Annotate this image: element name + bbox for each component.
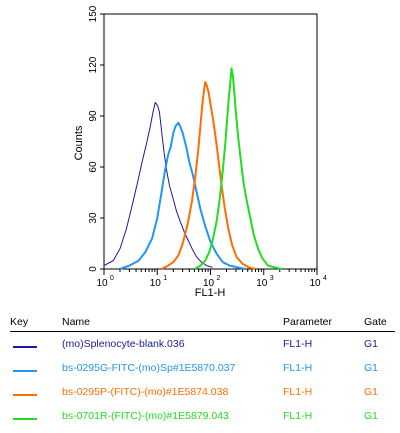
y-tick: 150 [88, 5, 104, 22]
y-axis-label: Counts [73, 125, 85, 160]
y-tick: 0 [88, 266, 104, 272]
x-tick: 10 1 [150, 269, 167, 289]
y-tick-label: 120 [88, 56, 99, 73]
histogram-series-3 [161, 81, 256, 270]
x-tick: 10 0 [96, 269, 114, 289]
histogram-series-4 [194, 67, 283, 270]
y-tick: 30 [88, 212, 104, 224]
y-tick-label: 0 [88, 266, 99, 272]
y-tick: 60 [88, 161, 104, 173]
legend-header-parameter: Parameter [283, 316, 333, 328]
legend-swatch [13, 346, 37, 348]
y-tick-label: 30 [88, 212, 99, 224]
legend-row-name: bs-0295P-(FITC)-(mo)#1E5874.038 [62, 386, 229, 398]
x-tick: 10 4 [309, 269, 327, 289]
x-axis-label: FL1-H [195, 287, 226, 299]
legend-header-name: Name [62, 316, 91, 328]
x-tick-exponent: 4 [323, 275, 327, 282]
x-tick-exponent: 3 [270, 275, 274, 282]
legend-header-gate: Gate [364, 316, 387, 328]
y-tick: 120 [88, 56, 104, 73]
y-tick-label: 90 [88, 110, 99, 122]
legend-row-name: bs-0295G-FITC-(mo)Sp#1E5870.037 [62, 362, 236, 374]
plot-frame [103, 13, 318, 270]
legend-row-gate: G1 [364, 362, 379, 374]
legend-row-gate: G1 [364, 386, 379, 398]
legend-row-parameter: FL1-H [283, 362, 313, 374]
x-tick-exponent: 2 [217, 275, 221, 282]
histogram-series-1 [103, 101, 213, 268]
x-tick-exponent: 1 [163, 275, 167, 282]
legend-row-name: bs-0701R-(FITC)-(mo)#1E5879.043 [62, 410, 229, 422]
x-tick-label: 10 [309, 278, 321, 289]
x-tick-label: 10 [96, 278, 108, 289]
y-tick: 90 [88, 110, 104, 122]
histogram-series-2 [119, 121, 246, 270]
legend-swatch [13, 394, 37, 396]
legend-row: bs-0701R-(FITC)-(mo)#1E5879.043 FL1-H G1 [10, 407, 395, 431]
legend-divider [10, 331, 395, 332]
x-tick-label: 10 [203, 278, 215, 289]
histogram-series [103, 67, 283, 270]
legend-header: Key Name Parameter Gate [10, 316, 395, 330]
legend-table: Key Name Parameter Gate (mo)Splenocyte-b… [10, 316, 395, 431]
legend-row: bs-0295P-(FITC)-(mo)#1E5874.038 FL1-H G1 [10, 383, 395, 407]
legend-row-parameter: FL1-H [283, 410, 313, 422]
x-tick: 10 2 [203, 269, 221, 289]
x-tick-exponent: 0 [110, 275, 114, 282]
legend-swatch [13, 370, 37, 372]
x-tick-label: 10 [150, 278, 162, 289]
legend-row-parameter: FL1-H [283, 338, 313, 350]
x-axis-ticks: 10 0 10 1 10 2 10 3 10 4 [96, 269, 327, 289]
legend-swatch [13, 418, 37, 420]
legend-row: bs-0295G-FITC-(mo)Sp#1E5870.037 FL1-H G1 [10, 359, 395, 383]
x-tick: 10 3 [256, 269, 274, 289]
legend-row-parameter: FL1-H [283, 386, 313, 398]
legend-row: (mo)Splenocyte-blank.036 FL1-H G1 [10, 335, 395, 359]
legend-header-key: Key [10, 316, 29, 328]
legend-row-gate: G1 [364, 410, 379, 422]
x-tick-label: 10 [256, 278, 268, 289]
legend-row-gate: G1 [364, 338, 379, 350]
y-tick-label: 60 [88, 161, 99, 173]
legend-row-name: (mo)Splenocyte-blank.036 [62, 338, 185, 350]
y-axis-ticks: 0 30 60 90 120 150 [88, 5, 104, 272]
y-tick-label: 150 [88, 5, 99, 22]
